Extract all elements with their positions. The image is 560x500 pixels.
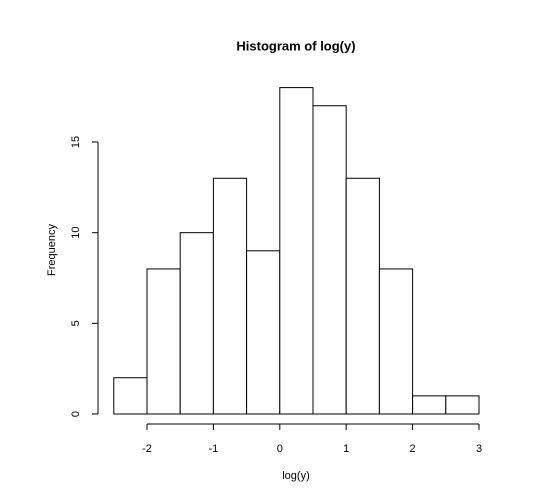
y-tick-label: 15: [70, 136, 82, 148]
bar: [412, 395, 447, 415]
bar: [146, 268, 181, 415]
x-tick-label: 0: [277, 443, 283, 455]
bar: [378, 268, 414, 415]
y-axis-label: Frequency: [46, 224, 58, 276]
bar: [246, 250, 281, 415]
y-tick-label: 5: [70, 320, 82, 326]
x-axis-label: log(y): [282, 470, 310, 482]
bar: [345, 177, 380, 415]
bar: [445, 395, 480, 415]
x-tick-label: 3: [476, 443, 482, 455]
bar: [312, 105, 347, 415]
x-tick-label: -2: [142, 443, 152, 455]
x-tick-label: -1: [209, 443, 219, 455]
y-tick-label: 10: [70, 227, 82, 239]
bar: [212, 177, 248, 415]
chart-title: Histogram of log(y): [236, 38, 355, 53]
bar: [113, 377, 148, 415]
bar: [279, 87, 314, 415]
y-tick-label: 0: [70, 411, 82, 417]
x-tick-label: 1: [343, 443, 349, 455]
bar: [179, 232, 214, 415]
x-tick-label: 2: [410, 443, 416, 455]
